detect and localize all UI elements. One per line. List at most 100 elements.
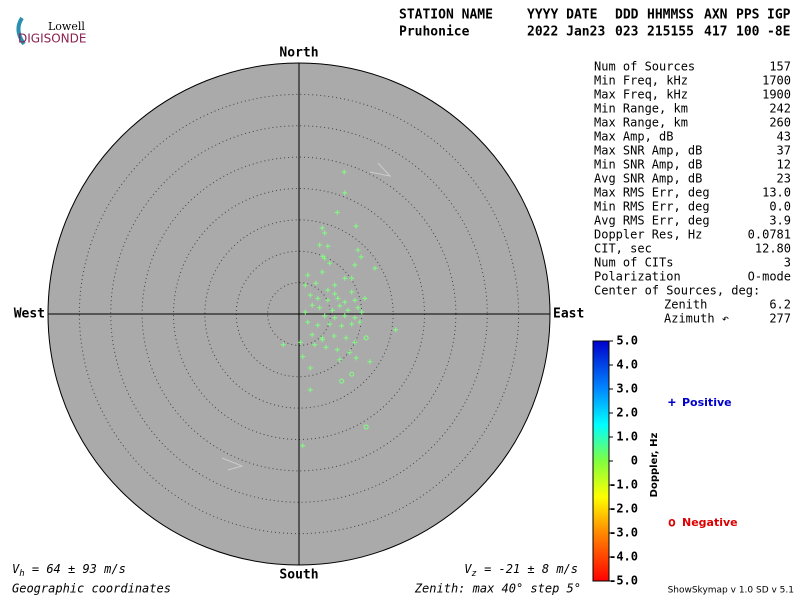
header-value: -8E — [767, 25, 790, 40]
source-point — [329, 307, 335, 313]
header-value: 023 — [615, 25, 638, 40]
stat-label: Avg SNR Amp, dB — [594, 172, 702, 186]
source-point — [334, 347, 340, 353]
stat-label: Max Range, km — [594, 116, 688, 130]
source-point — [353, 355, 359, 361]
stat-value: 157 — [769, 60, 791, 74]
source-point — [319, 225, 325, 231]
source-point — [357, 319, 363, 325]
velocity-text: = 64 ± 93 m/s — [25, 562, 126, 576]
source-point — [349, 275, 355, 281]
header-column: YYYY DATE — [527, 8, 597, 23]
source-point — [313, 280, 319, 286]
stat-label: Max SNR Amp, dB — [594, 144, 702, 158]
velocity-text: = -21 ± 8 m/s — [477, 562, 578, 576]
legend-symbol: o — [668, 516, 676, 531]
source-point — [337, 357, 343, 363]
stat-value: 242 — [769, 102, 791, 116]
source-point — [315, 295, 321, 301]
source-point — [317, 305, 323, 311]
stat-label: Num of Sources — [594, 60, 695, 74]
coords-label: Geographic coordinates — [12, 582, 171, 596]
source-point — [342, 275, 348, 281]
colorbar-tick-label: -3.0 — [609, 526, 638, 540]
source-point — [358, 254, 364, 260]
stat-value: 12 — [777, 158, 791, 172]
source-point — [280, 342, 286, 348]
source-point — [327, 260, 333, 266]
source-point — [349, 289, 355, 295]
stat-value: O-mode — [748, 270, 791, 284]
source-point — [342, 313, 348, 319]
colorbar-tick-label: 4.0 — [616, 358, 638, 372]
stat-label: Min SNR Amp, dB — [594, 158, 702, 172]
velocity-label: Vh = 64 ± 93 m/s — [12, 562, 126, 579]
header-column: DDD — [615, 8, 639, 23]
header-column: STATION NAME — [399, 8, 493, 23]
center-value: 6.2 — [769, 298, 791, 312]
colorbar-tick-label: 0 — [631, 454, 638, 468]
source-point — [331, 333, 337, 339]
stat-label: Num of CITs — [594, 256, 673, 270]
stat-value: 23 — [777, 172, 791, 186]
logo-mark — [16, 16, 26, 46]
source-point — [352, 339, 358, 345]
stat-value: 1900 — [762, 88, 791, 102]
source-point — [349, 321, 355, 327]
colorbar-tick-label: 5.0 — [616, 334, 638, 348]
source-point — [367, 359, 373, 365]
source-point — [355, 247, 361, 253]
stat-label: Max RMS Err, deg — [594, 186, 710, 200]
source-point — [339, 378, 345, 384]
colorbar-tick-label: 3.0 — [616, 382, 638, 396]
arrow-decoration — [369, 162, 392, 177]
stat-value: 37 — [777, 144, 791, 158]
velocity-subscript: z — [471, 569, 476, 579]
colorbar-tick-label: 2.0 — [616, 406, 638, 420]
source-point — [352, 315, 358, 321]
source-point — [322, 230, 328, 236]
direction-label: West — [14, 307, 45, 322]
source-point — [307, 387, 313, 393]
colorbar-label: Doppler, Hz — [649, 433, 660, 498]
source-point — [325, 243, 331, 249]
source-point — [353, 223, 359, 229]
version-label: ShowSkymap v 1.0 SD v 5.1 — [668, 586, 794, 596]
arrow-decoration — [221, 457, 244, 471]
header-column: HHMMSS — [647, 8, 694, 23]
source-point — [300, 354, 306, 360]
center-title: Center of Sources, deg: — [594, 284, 760, 298]
source-point — [332, 282, 338, 288]
source-point — [309, 332, 315, 338]
colorbar-tick-label: -2.0 — [609, 502, 638, 516]
source-point — [317, 242, 323, 248]
velocity-label: Vz = -21 ± 8 m/s — [464, 562, 578, 579]
center-value: 277 — [769, 312, 791, 326]
source-point — [325, 287, 331, 293]
logo-bottom: DIGISONDE — [18, 32, 86, 46]
source-point — [300, 443, 306, 449]
source-point — [305, 272, 311, 278]
colorbar-tick-label: 1.0 — [616, 430, 638, 444]
header-value: 100 — [736, 25, 760, 40]
direction-label: North — [279, 46, 318, 61]
source-point — [302, 282, 308, 288]
source-point — [363, 335, 369, 341]
stat-value: 13.0 — [762, 186, 791, 200]
stat-label: Min Range, km — [594, 102, 688, 116]
source-point — [305, 319, 311, 325]
source-point — [362, 295, 368, 301]
direction-label: South — [279, 568, 318, 583]
stat-value: 0.0 — [769, 200, 791, 214]
source-point — [341, 169, 347, 175]
source-point — [315, 322, 321, 328]
source-point — [393, 327, 399, 333]
stat-value: 3.9 — [769, 214, 791, 228]
source-point — [322, 313, 328, 319]
source-point — [323, 344, 329, 350]
stat-value: 0.0781 — [748, 228, 791, 242]
source-point — [347, 349, 353, 355]
stat-value: 1700 — [762, 74, 791, 88]
source-point — [319, 269, 325, 275]
